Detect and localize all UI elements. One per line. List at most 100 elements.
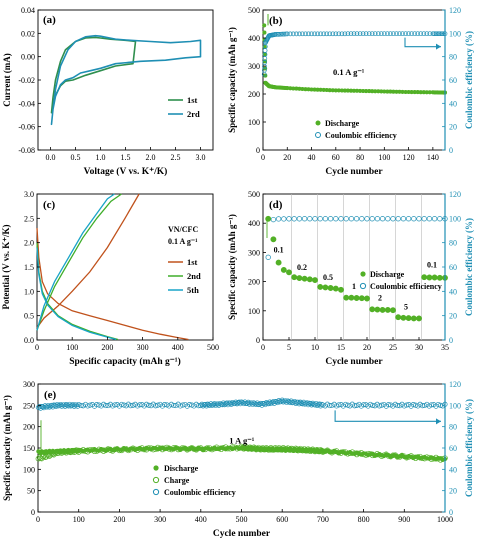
rate-label: 0.5 <box>323 273 333 282</box>
ce-point <box>296 401 302 407</box>
x-tick-label: 300 <box>154 515 166 524</box>
y-tick-label: 50 <box>27 487 35 496</box>
x-tick-label: 800 <box>358 515 370 524</box>
discharge-point <box>322 284 329 291</box>
ce-point <box>419 403 425 409</box>
ce-point <box>250 401 256 408</box>
ce-point <box>369 216 375 222</box>
ce-point <box>317 216 323 222</box>
x-axis-label: Voltage (V vs. K⁺/K) <box>84 166 168 177</box>
ce-point <box>336 402 342 408</box>
discharge-curve-1st <box>36 228 189 341</box>
ce-point <box>277 31 283 37</box>
discharge-point <box>291 274 298 281</box>
ce-point <box>220 400 226 406</box>
x-tick-label: 600 <box>276 515 288 524</box>
ce-point <box>276 398 282 404</box>
legend-label: 5th <box>187 285 199 295</box>
legend-marker-discharge <box>153 465 159 471</box>
cell-annotation: VN/CFC <box>168 225 198 234</box>
y2-tick-label: 120 <box>449 380 461 389</box>
y-tick-label: 200 <box>248 90 260 99</box>
legend-label: Discharge <box>370 270 405 279</box>
ce-point <box>65 403 72 409</box>
x-axis-label: Specific capacity (mAh g⁻¹) <box>69 356 181 367</box>
x-tick-label: 1.0 <box>96 153 106 162</box>
ce-point <box>309 402 315 408</box>
x-tick-label: 0 <box>35 343 39 352</box>
x-tick-label: 15 <box>337 343 345 352</box>
y2-tick-label: 120 <box>449 190 461 199</box>
ce-point <box>305 402 311 408</box>
ce-point <box>366 31 372 37</box>
panel-label: (e) <box>44 389 57 401</box>
y-tick-label: 0.02 <box>21 29 35 38</box>
y-axis-label: Potential (V vs. K⁺/K) <box>1 224 11 309</box>
discharge-point <box>436 274 443 281</box>
ce-point <box>143 401 150 407</box>
ce-point <box>241 401 247 407</box>
ce-point <box>327 31 333 37</box>
ce-point <box>357 31 363 37</box>
ce-point <box>321 31 327 37</box>
y-tick-label: 1.5 <box>24 263 34 272</box>
discharge-point <box>317 283 324 290</box>
ce-point <box>278 31 284 37</box>
ce-point <box>232 401 238 407</box>
ce-point <box>381 31 387 37</box>
ce-point <box>372 31 378 37</box>
x-tick-label: 20 <box>283 153 291 162</box>
ce-point <box>401 403 407 409</box>
panel-label: (b) <box>269 15 283 27</box>
x-tick-label: 2.0 <box>146 153 156 162</box>
ce-point <box>262 48 268 53</box>
discharge-point <box>421 274 428 281</box>
rate-annotation: 0.1 A g⁻¹ <box>333 67 365 77</box>
discharge-point <box>348 294 355 301</box>
legend-label: Coulombic efficiency <box>164 488 236 497</box>
discharge-point <box>265 215 272 222</box>
ce-arrow <box>404 37 441 48</box>
ce-point <box>186 402 193 408</box>
ce-point <box>437 216 443 222</box>
discharge-point <box>374 306 381 313</box>
ce-point <box>388 31 393 37</box>
ce-point <box>155 402 161 408</box>
ce-point <box>322 216 329 222</box>
ce-point <box>287 31 293 37</box>
ce-point <box>435 401 441 408</box>
x-tick-label: 100 <box>66 343 78 352</box>
discharge-point <box>275 259 282 266</box>
discharge-point <box>338 286 344 293</box>
ce-point <box>286 216 292 222</box>
ce-point <box>296 216 303 222</box>
y-tick-label: 1.0 <box>24 287 34 296</box>
x-tick-label: 300 <box>137 343 149 352</box>
ce-point <box>430 31 436 37</box>
cv-curve-2 <box>50 34 202 126</box>
ce-point <box>411 216 417 222</box>
ce-point <box>318 31 323 37</box>
x-tick-label: 2.5 <box>171 153 181 162</box>
legend-label: 2rd <box>187 109 200 119</box>
y2-axis-label: Coulombic efficiency (%) <box>464 31 474 129</box>
rate-label: 2 <box>378 294 382 303</box>
ce-point <box>78 403 84 409</box>
panel-label: (d) <box>269 199 283 211</box>
discharge-point <box>306 276 313 283</box>
ce-point <box>374 216 381 222</box>
discharge-point <box>343 294 350 301</box>
y-tick-label: -0.06 <box>18 123 35 132</box>
ce-point <box>361 402 367 408</box>
ce-point <box>284 399 290 406</box>
ce-point <box>432 31 437 37</box>
discharge-point <box>364 295 370 302</box>
rate-label: 0.1 <box>427 261 437 270</box>
y2-tick-label: 100 <box>449 29 461 38</box>
y-tick-label: 200 <box>23 423 35 432</box>
cell-annotation: 0.1 A g⁻¹ <box>168 237 198 246</box>
ce-point <box>94 402 100 408</box>
y2-tick-label: 20 <box>449 487 457 496</box>
discharge-point <box>270 236 277 243</box>
